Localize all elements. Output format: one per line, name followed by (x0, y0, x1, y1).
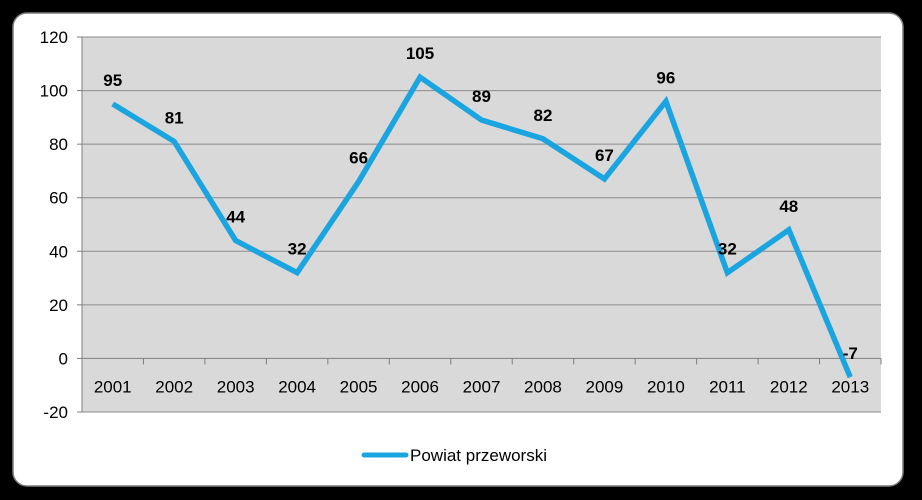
data-label: 67 (595, 146, 614, 165)
data-label: 44 (226, 208, 245, 227)
x-tick-label: 2012 (770, 377, 808, 396)
y-tick-label: -20 (43, 403, 68, 422)
y-axis-tick-labels: -20 0 20 40 60 80 100 120 (40, 28, 68, 422)
legend: Powiat przeworski (361, 446, 547, 465)
x-axis-tick-labels: 2001 2002 2003 2004 2005 2006 2007 2008 2009 2010… (94, 377, 869, 396)
gridlines (77, 36, 882, 413)
data-label: 48 (779, 197, 798, 216)
x-tick-label: 2005 (340, 377, 378, 396)
plot-area (82, 37, 881, 412)
x-tick-label: 2009 (586, 377, 624, 396)
x-tick-label: 2001 (94, 377, 132, 396)
y-tick-label: 80 (49, 135, 68, 154)
legend-label: Powiat przeworski (410, 446, 547, 465)
data-label: 66 (349, 149, 368, 168)
y-tick-label: 40 (49, 242, 68, 261)
x-tick-label: 2006 (401, 377, 439, 396)
x-tick-label: 2010 (647, 377, 685, 396)
series-layer (111, 73, 853, 379)
y-tick-label: 20 (49, 296, 68, 315)
data-label: 96 (656, 68, 675, 87)
y-tick-label: 100 (40, 82, 68, 101)
data-label: 32 (718, 240, 737, 259)
y-tick-label: 0 (59, 349, 68, 368)
x-tick-label: 2002 (155, 377, 193, 396)
data-label: -7 (843, 344, 858, 363)
data-label: 105 (406, 44, 434, 63)
data-label: 81 (165, 108, 184, 127)
data-label: 95 (103, 71, 122, 90)
x-tick-label: 2003 (217, 377, 255, 396)
x-tick-label: 2008 (524, 377, 562, 396)
x-tick-label: 2007 (463, 377, 501, 396)
y-tick-label: 120 (40, 28, 68, 47)
x-tick-label: 2004 (278, 377, 316, 396)
data-label: 82 (534, 106, 553, 125)
x-tick-label: 2011 (709, 377, 746, 396)
x-tick-label: 2013 (831, 377, 869, 396)
data-label: 32 (288, 240, 307, 259)
y-tick-label: 60 (49, 189, 68, 208)
data-labels: 95 81 44 32 66 105 89 82 67 96 32 48 -7 (103, 44, 858, 363)
data-label: 89 (472, 87, 491, 106)
